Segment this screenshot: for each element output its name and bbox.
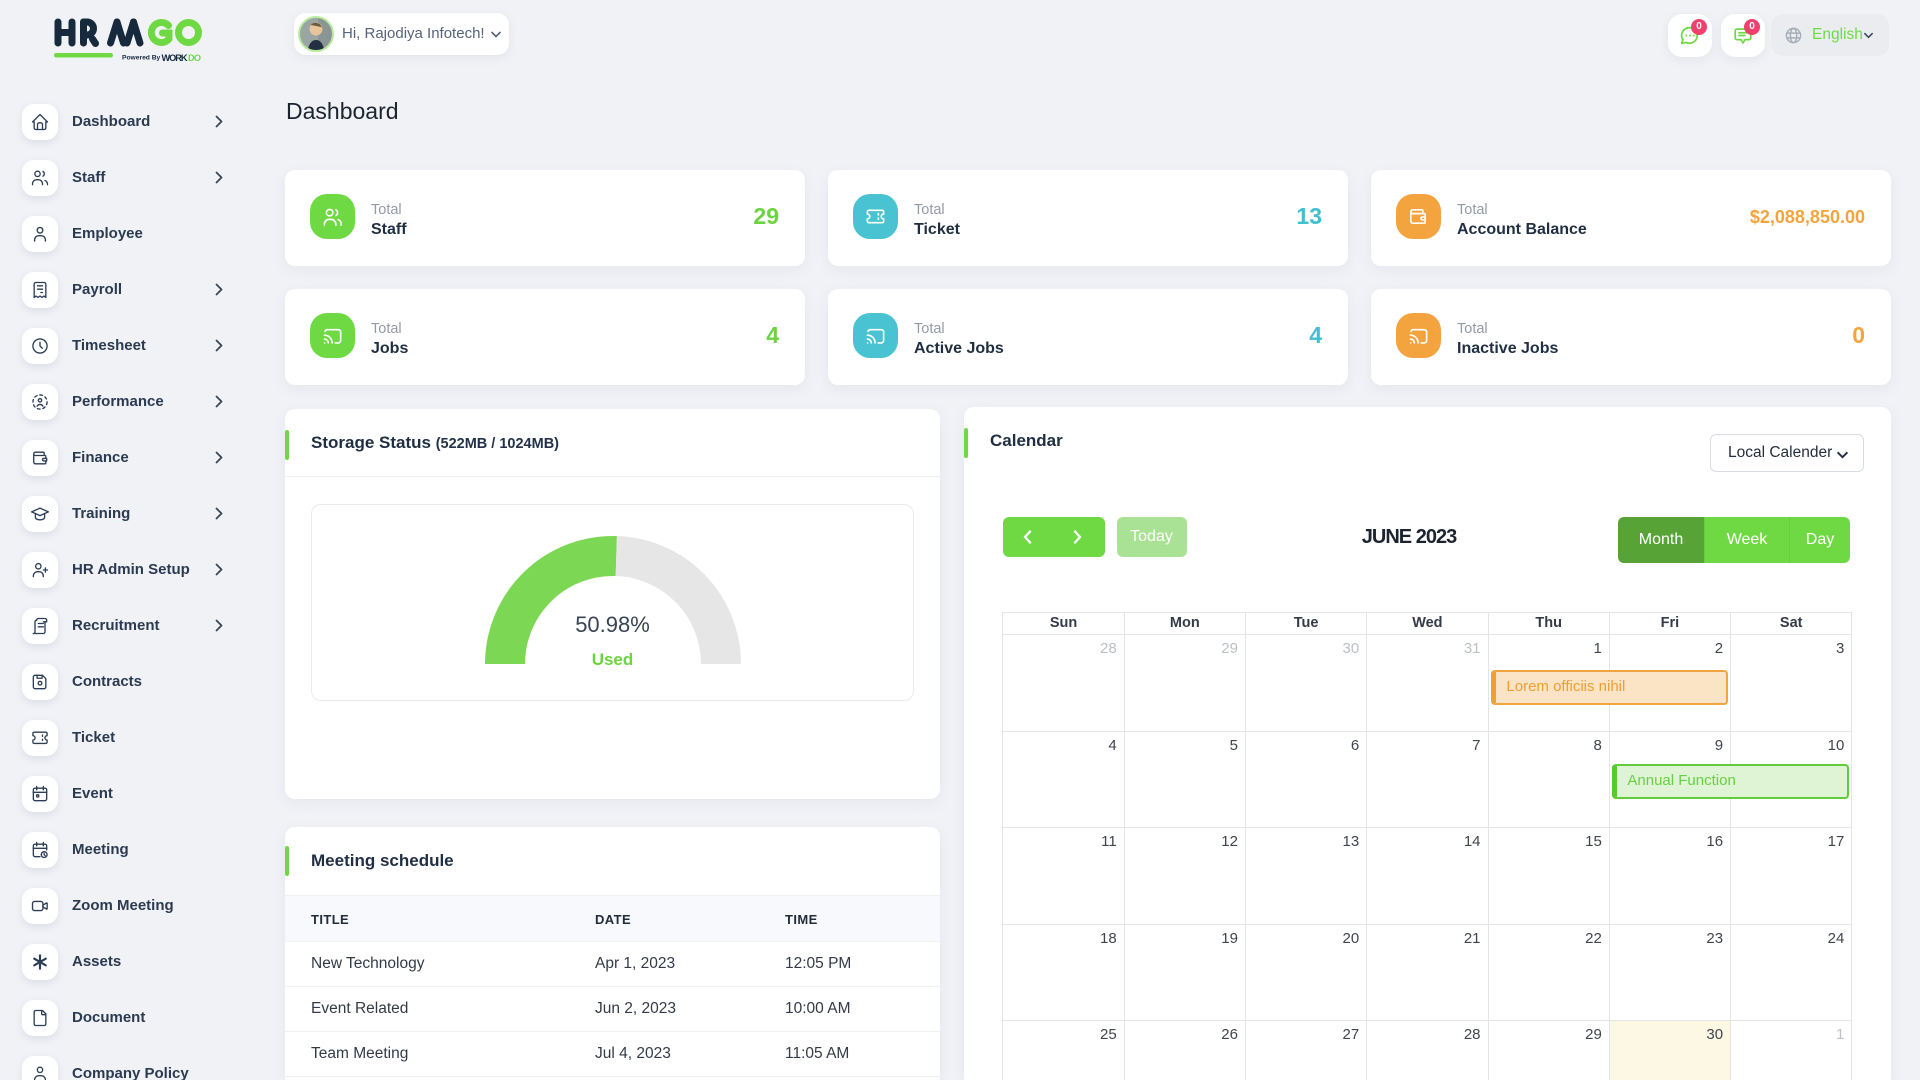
svg-text:DO: DO (188, 53, 201, 63)
svg-text:WORK: WORK (162, 53, 188, 63)
svg-text:Powered By: Powered By (122, 55, 161, 62)
